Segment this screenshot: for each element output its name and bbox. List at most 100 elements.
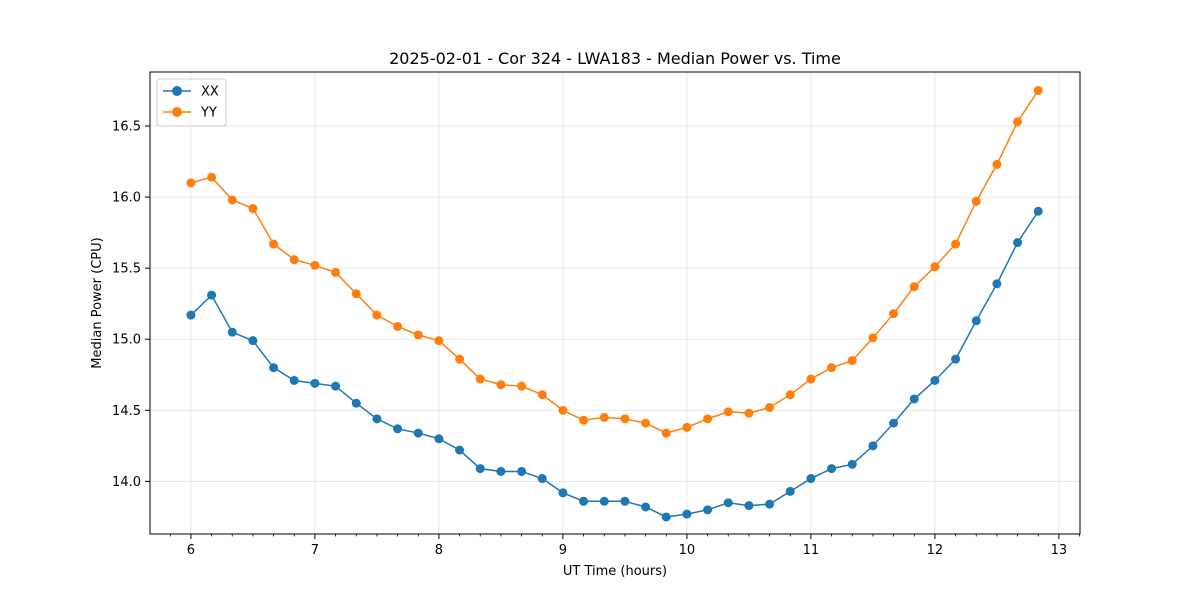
legend-yy-label: YY [200, 106, 217, 121]
series-yy-point [765, 402, 775, 412]
series-yy-point [248, 203, 258, 213]
y-tick-label: 15.0 [112, 333, 141, 348]
series-xx-point [413, 428, 423, 438]
series-yy-point [579, 415, 589, 425]
series-yy-point [703, 414, 713, 424]
series-xx-point [537, 474, 547, 484]
series-yy-point [517, 381, 527, 391]
series-yy-point [372, 310, 382, 320]
series-yy-point [806, 374, 816, 384]
legend: XX YY [156, 78, 227, 127]
x-tick-label: 10 [679, 543, 696, 558]
legend-xx-marker [172, 86, 182, 96]
series-xx-point [517, 466, 527, 476]
series-yy-point [558, 405, 568, 415]
series-xx-point [971, 316, 981, 326]
series-xx-point [951, 354, 961, 364]
series-yy-point [620, 414, 630, 424]
series-yy-point [661, 428, 671, 438]
series-xx-point [785, 486, 795, 496]
series-yy-point [744, 408, 754, 418]
series-xx-point [744, 501, 754, 511]
series-yy-point [455, 354, 465, 364]
series-yy-point [269, 239, 279, 249]
series-xx-point [765, 499, 775, 509]
series-xx-point [475, 464, 485, 474]
series-xx-point [661, 512, 671, 522]
x-tick-label: 11 [803, 543, 820, 558]
series-xx-point [641, 502, 651, 512]
series-yy-point [599, 412, 609, 422]
series-yy-point [827, 363, 837, 373]
grid-layer [150, 72, 1080, 534]
series-yy-point [351, 289, 361, 299]
series-xx-point [868, 441, 878, 451]
series-yy-point [227, 195, 237, 205]
series-yy-point [1013, 117, 1023, 127]
x-tick-label: 9 [559, 543, 567, 558]
y-axis-label: Median Power (CPU) [90, 237, 105, 368]
plot-frame [149, 71, 1081, 535]
series-yy-point [207, 172, 217, 182]
y-tick-label: 16.0 [112, 191, 141, 206]
y-tick-label: 14.5 [112, 404, 141, 419]
series-yy-point [909, 282, 919, 292]
series-yy-point [413, 330, 423, 340]
series-xx-point [558, 488, 568, 498]
x-tick-label: 7 [311, 543, 319, 558]
series-yy-point [992, 159, 1002, 169]
series-yy-point [785, 390, 795, 400]
series-xx-point [289, 375, 299, 385]
series-xx-point [351, 398, 361, 408]
series-yy-point [537, 390, 547, 400]
y-tick-label: 15.5 [112, 262, 141, 277]
series-xx-point [186, 310, 196, 320]
series-xx-point [620, 496, 630, 506]
series-xx-point [393, 424, 403, 434]
series-xx-point [227, 327, 237, 337]
series-xx-point [1033, 206, 1043, 216]
series-yy-point [331, 267, 341, 277]
series-xx-point [723, 498, 733, 508]
series-layer [186, 85, 1043, 522]
series-xx-point [909, 394, 919, 404]
x-tick-label: 12 [927, 543, 944, 558]
series-xx-point [496, 466, 506, 476]
series-yy-point [868, 333, 878, 343]
series-xx-point [455, 445, 465, 455]
series-xx-point [847, 459, 857, 469]
series-yy-point [434, 336, 444, 346]
series-xx-point [434, 434, 444, 444]
series-xx-point [930, 375, 940, 385]
series-xx-point [827, 464, 837, 474]
series-yy-point [847, 356, 857, 366]
series-xx-point [703, 505, 713, 515]
series-xx-point [310, 378, 320, 388]
series-xx-point [1013, 238, 1023, 248]
x-axis-label: UT Time (hours) [563, 564, 667, 579]
series-xx-point [372, 414, 382, 424]
series-xx-point [889, 418, 899, 428]
series-yy-point [475, 374, 485, 384]
series-xx-point [992, 279, 1002, 289]
series-yy-point [951, 239, 961, 249]
y-tick-label: 14.0 [112, 475, 141, 490]
series-xx-point [269, 363, 279, 373]
series-xx-point [331, 381, 341, 391]
y-tick-label: 16.5 [112, 120, 141, 135]
x-tick-label: 8 [435, 543, 443, 558]
series-yy-point [496, 380, 506, 390]
series-xx-point [248, 336, 258, 346]
series-yy-point [1033, 85, 1043, 95]
series-yy-point [186, 178, 196, 188]
legend-yy-marker [172, 107, 182, 117]
legend-xx-label: XX [201, 85, 219, 100]
series-yy-point [393, 321, 403, 331]
series-yy-point [889, 309, 899, 319]
series-yy-point [682, 422, 692, 432]
series-xx-point [806, 474, 816, 484]
x-tick-label: 6 [187, 543, 195, 558]
chart-title: 2025-02-01 - Cor 324 - LWA183 - Median P… [389, 49, 841, 68]
series-xx-point [682, 509, 692, 519]
